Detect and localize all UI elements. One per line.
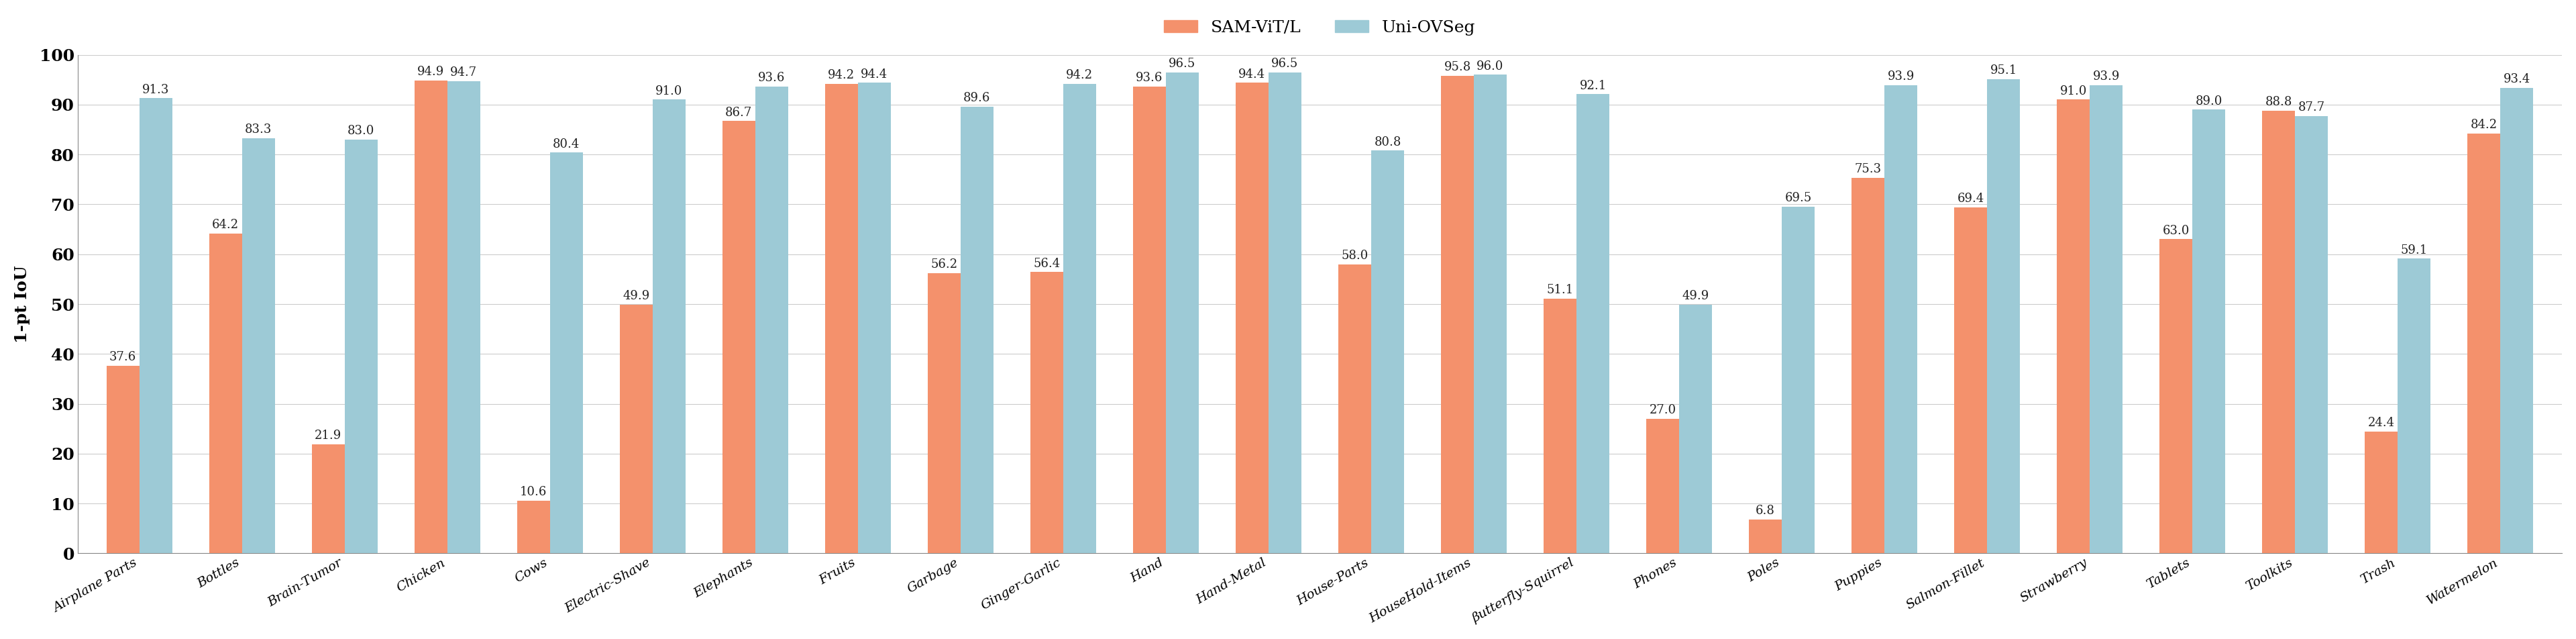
Text: 80.4: 80.4 — [554, 138, 580, 150]
Text: 27.0: 27.0 — [1649, 404, 1677, 416]
Bar — [652, 100, 685, 553]
Text: 94.7: 94.7 — [451, 66, 477, 79]
Bar — [2262, 111, 2295, 553]
Bar — [1167, 72, 1198, 553]
Text: 96.5: 96.5 — [1170, 58, 1195, 70]
Text: 91.3: 91.3 — [142, 84, 170, 96]
Bar — [1133, 87, 1167, 553]
Bar — [345, 139, 379, 553]
Bar — [2089, 85, 2123, 553]
Text: 94.2: 94.2 — [827, 69, 855, 81]
Text: 24.4: 24.4 — [2367, 417, 2396, 429]
Bar — [1783, 207, 1814, 553]
Bar — [106, 366, 139, 553]
Text: 96.5: 96.5 — [1273, 58, 1298, 70]
Text: 63.0: 63.0 — [2161, 225, 2190, 237]
Text: 94.9: 94.9 — [417, 66, 443, 78]
Bar — [721, 121, 755, 553]
Text: 58.0: 58.0 — [1342, 250, 1368, 262]
Text: 37.6: 37.6 — [108, 351, 137, 364]
Bar — [1543, 298, 1577, 553]
Bar — [518, 500, 549, 553]
Text: 92.1: 92.1 — [1579, 80, 1607, 91]
Text: 49.9: 49.9 — [1682, 290, 1708, 302]
Text: 93.6: 93.6 — [757, 72, 786, 84]
Text: 10.6: 10.6 — [520, 486, 546, 498]
Bar — [1236, 82, 1267, 553]
Text: 83.0: 83.0 — [348, 125, 374, 137]
Bar — [858, 82, 891, 553]
Text: 59.1: 59.1 — [2401, 244, 2427, 256]
Bar — [2192, 110, 2226, 553]
Bar — [1646, 419, 1680, 553]
Bar — [312, 444, 345, 553]
Bar — [2295, 116, 2329, 553]
Bar — [415, 81, 448, 553]
Bar — [1886, 85, 1917, 553]
Bar — [2159, 239, 2192, 553]
Text: 91.0: 91.0 — [654, 85, 683, 97]
Text: 88.8: 88.8 — [2264, 96, 2293, 108]
Text: 93.9: 93.9 — [2092, 71, 2120, 82]
Text: 94.4: 94.4 — [860, 68, 889, 81]
Legend: SAM-ViT/L, Uni-OVSeg: SAM-ViT/L, Uni-OVSeg — [1157, 13, 1481, 42]
Bar — [621, 305, 652, 553]
Bar — [2501, 88, 2532, 553]
Bar — [209, 233, 242, 553]
Bar — [1064, 84, 1095, 553]
Text: 51.1: 51.1 — [1546, 284, 1574, 296]
Bar — [1680, 305, 1713, 553]
Bar — [824, 84, 858, 553]
Text: 95.8: 95.8 — [1445, 61, 1471, 73]
Text: 93.9: 93.9 — [1888, 71, 1914, 82]
Text: 95.1: 95.1 — [1991, 65, 2017, 77]
Bar — [1577, 94, 1610, 553]
Bar — [1340, 264, 1370, 553]
Text: 94.4: 94.4 — [1239, 68, 1265, 81]
Text: 93.6: 93.6 — [1136, 72, 1162, 84]
Bar — [927, 273, 961, 553]
Bar — [448, 81, 479, 553]
Text: 93.4: 93.4 — [2504, 73, 2530, 85]
Text: 80.8: 80.8 — [1373, 136, 1401, 148]
Bar — [961, 107, 994, 553]
Bar — [1440, 76, 1473, 553]
Text: 87.7: 87.7 — [2298, 102, 2326, 114]
Text: 86.7: 86.7 — [726, 107, 752, 119]
Bar — [1852, 178, 1886, 553]
Text: 96.0: 96.0 — [1476, 60, 1504, 72]
Bar — [242, 138, 276, 553]
Bar — [2056, 100, 2089, 553]
Text: 75.3: 75.3 — [1855, 164, 1880, 176]
Bar — [1267, 72, 1301, 553]
Y-axis label: 1-pt IoU: 1-pt IoU — [13, 265, 31, 343]
Text: 91.0: 91.0 — [2061, 85, 2087, 97]
Bar — [549, 153, 582, 553]
Text: 69.5: 69.5 — [1785, 192, 1811, 204]
Text: 21.9: 21.9 — [314, 429, 343, 442]
Bar — [1749, 520, 1783, 553]
Text: 89.6: 89.6 — [963, 92, 992, 104]
Bar — [1986, 79, 2020, 553]
Bar — [1473, 75, 1507, 553]
Text: 69.4: 69.4 — [1958, 193, 1984, 205]
Text: 6.8: 6.8 — [1757, 505, 1775, 517]
Text: 64.2: 64.2 — [211, 219, 240, 231]
Text: 49.9: 49.9 — [623, 290, 649, 302]
Bar — [755, 87, 788, 553]
Bar — [2398, 259, 2432, 553]
Text: 56.4: 56.4 — [1033, 258, 1061, 270]
Bar — [139, 98, 173, 553]
Bar — [1370, 151, 1404, 553]
Bar — [2468, 134, 2501, 553]
Text: 89.0: 89.0 — [2195, 95, 2223, 107]
Text: 94.2: 94.2 — [1066, 69, 1092, 81]
Text: 83.3: 83.3 — [245, 123, 273, 135]
Bar — [1030, 272, 1064, 553]
Bar — [1955, 208, 1986, 553]
Text: 56.2: 56.2 — [930, 259, 958, 271]
Text: 84.2: 84.2 — [2470, 119, 2499, 131]
Bar — [2365, 432, 2398, 553]
